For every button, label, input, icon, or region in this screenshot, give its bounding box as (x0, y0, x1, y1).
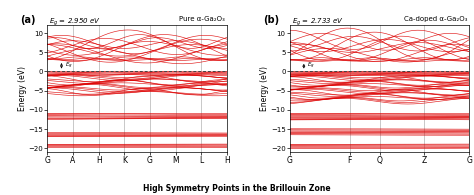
Text: High Symmetry Points in the Brillouin Zone: High Symmetry Points in the Brillouin Zo… (143, 184, 331, 193)
Text: $E_g$: $E_g$ (307, 61, 315, 71)
Text: (a): (a) (20, 15, 36, 25)
Text: (b): (b) (263, 15, 279, 25)
Text: Ca-doped α-Ga₂O₃: Ca-doped α-Ga₂O₃ (404, 16, 467, 22)
Text: $E_g$ = 2.950 eV: $E_g$ = 2.950 eV (49, 16, 101, 28)
Text: $E_g$: $E_g$ (64, 61, 73, 71)
Text: $E_g$ = 2.733 eV: $E_g$ = 2.733 eV (292, 16, 343, 28)
Text: Pure α-Ga₂O₃: Pure α-Ga₂O₃ (179, 16, 225, 22)
Y-axis label: Energy (eV): Energy (eV) (18, 66, 27, 111)
Y-axis label: Energy (eV): Energy (eV) (260, 66, 269, 111)
